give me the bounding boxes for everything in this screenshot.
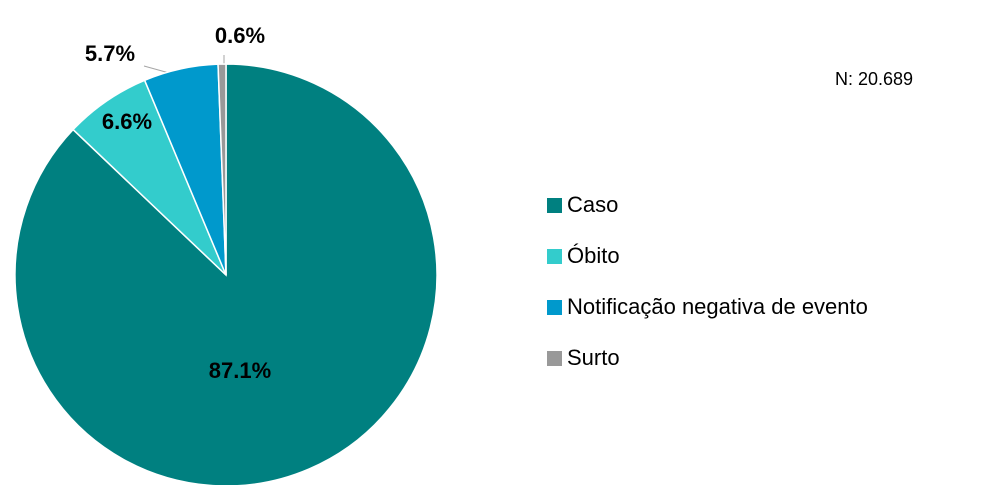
annotation: N: 20.689 [835,69,913,89]
legend-label: Surto [567,345,620,370]
legend-label: Caso [567,192,618,217]
legend-label: Notificação negativa de evento [567,294,868,319]
legend-swatch [547,300,562,315]
legend-swatch [547,249,562,264]
legend-label: Óbito [567,243,620,268]
data-label: 0.6% [215,23,265,48]
pie-slice [14,63,438,485]
legend-swatch [547,351,562,366]
pie-slice [217,63,227,276]
data-label: 6.6% [102,109,152,134]
data-label: 5.7% [85,41,135,66]
legend-swatch [547,198,562,213]
data-label: 87.1% [209,358,271,383]
